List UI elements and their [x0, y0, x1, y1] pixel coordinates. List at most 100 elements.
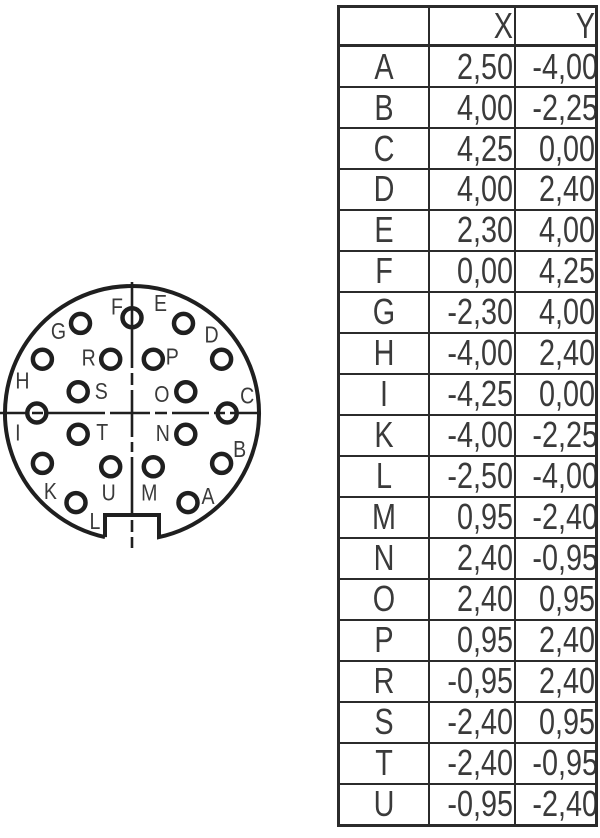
cell-pin-id: K: [337, 413, 430, 457]
x-value-text: -2,50: [447, 455, 514, 497]
pin-G: [68, 311, 93, 336]
cell-x: 0,95: [427, 618, 516, 662]
pin-id-text: F: [374, 250, 393, 292]
cell-y: 0,00: [513, 127, 598, 170]
y-value-text: -2,25: [531, 414, 597, 456]
row-B: B 4,00 -2,25: [337, 86, 598, 130]
pin-K: [30, 451, 55, 476]
pin-T: [66, 422, 90, 447]
cell-pin-id: P: [337, 618, 430, 662]
cell-x: 0,95: [427, 495, 516, 539]
x-value-text: 4,25: [457, 128, 514, 169]
pin-label-E: E: [154, 290, 167, 316]
x-value-text: 2,40: [457, 578, 514, 620]
row-O: O 2,40 0,95: [337, 577, 598, 621]
row-L: L -2,50 -4,00: [337, 454, 598, 498]
cell-pin-id: I: [337, 372, 430, 416]
cell-y: 2,40: [513, 618, 598, 662]
cell-pin-id: T: [337, 741, 430, 785]
pin-id-text: U: [373, 783, 395, 825]
y-value-text: 2,40: [538, 169, 595, 210]
row-F: F 0,00 4,25: [337, 249, 598, 293]
pin-id-text: B: [374, 87, 394, 128]
cell-x: 2,40: [427, 577, 516, 621]
y-value-text: 2,40: [538, 619, 595, 661]
pin-label-P: P: [166, 344, 179, 370]
cell-x: -4,00: [427, 331, 516, 375]
row-I: I -4,25 0,00: [337, 372, 598, 416]
pin-label-S: S: [95, 379, 108, 405]
x-value-text: -0,95: [447, 783, 514, 825]
y-value-text: 4,00: [538, 209, 595, 251]
pin-label-U: U: [102, 480, 116, 506]
cell-pin-id: G: [337, 290, 430, 334]
cell-x: 4,00: [427, 168, 516, 211]
x-value-text: -2,30: [447, 291, 514, 333]
y-value-text: 0,95: [538, 578, 595, 620]
cell-y: 2,40: [513, 168, 598, 211]
cell-y: 0,95: [513, 577, 598, 621]
cell-x: 2,30: [427, 208, 516, 252]
cell-y: 0,95: [513, 700, 598, 744]
x-value-text: 4,00: [457, 169, 514, 210]
pin-label-N: N: [156, 420, 170, 446]
x-value-text: 0,95: [457, 496, 514, 538]
row-T: T -2,40 -0,95: [337, 741, 598, 785]
cell-y: -2,25: [513, 413, 598, 457]
pin-B: [209, 451, 234, 476]
cell-x: 4,25: [427, 127, 516, 170]
pin-label-R: R: [82, 345, 96, 371]
x-value-text: -4,25: [447, 373, 514, 415]
cell-x: 2,40: [427, 536, 516, 580]
row-M: M 0,95 -2,40: [337, 495, 598, 539]
pin-label-T: T: [96, 419, 108, 445]
cell-x: -4,00: [427, 413, 516, 457]
pin-label-F: F: [111, 294, 123, 320]
cell-x: -2,40: [427, 700, 516, 744]
pin-id-text: C: [373, 128, 395, 169]
pin-id-text: T: [374, 742, 393, 784]
pin-label-A: A: [201, 484, 215, 510]
pin-label-O: O: [154, 382, 169, 408]
y-value-text: 4,25: [538, 250, 595, 292]
x-value-text: 2,40: [457, 537, 514, 579]
header-cell-empty: [337, 5, 430, 47]
cell-pin-id: D: [337, 168, 430, 211]
pin-O: [174, 379, 198, 404]
pin-id-text: K: [374, 414, 394, 456]
cell-pin-id: S: [337, 700, 430, 744]
pin-id-text: I: [379, 373, 388, 415]
pin-id-text: G: [372, 291, 395, 333]
cell-x: -0,95: [427, 782, 516, 827]
header-text-y: Y: [575, 6, 595, 46]
cell-x: 0,00: [427, 249, 516, 293]
cell-y: 2,40: [513, 659, 598, 703]
cell-x: -2,30: [427, 290, 516, 334]
pin-label-L: L: [90, 509, 101, 535]
cell-pin-id: C: [337, 127, 430, 170]
y-value-text: -2,40: [531, 783, 597, 825]
cell-y: 0,00: [513, 372, 598, 416]
x-value-text: 2,50: [457, 45, 514, 87]
y-value-text: -4,00: [531, 45, 597, 87]
x-value-text: -0,95: [447, 660, 514, 702]
cell-pin-id: M: [337, 495, 430, 539]
pin-label-M: M: [141, 480, 157, 506]
connector-outline-with-keyway: [3, 284, 261, 540]
y-value-text: 0,95: [538, 701, 595, 743]
x-value-text: 4,00: [457, 87, 514, 128]
row-H: H -4,00 2,40: [337, 331, 598, 375]
pin-id-text: P: [374, 619, 394, 661]
pin-id-text: A: [374, 45, 394, 87]
y-value-text: -4,00: [531, 455, 597, 497]
pin-E: [171, 311, 196, 336]
row-S: S -2,40 0,95: [337, 700, 598, 744]
row-G: G -2,30 4,00: [337, 290, 598, 334]
cell-pin-id: N: [337, 536, 430, 580]
y-value-text: -0,95: [531, 537, 597, 579]
row-N: N 2,40 -0,95: [337, 536, 598, 580]
pin-id-text: L: [375, 455, 392, 497]
x-value-text: -4,00: [447, 414, 514, 456]
cell-x: 4,00: [427, 86, 516, 130]
pin-label-H: H: [15, 368, 29, 394]
